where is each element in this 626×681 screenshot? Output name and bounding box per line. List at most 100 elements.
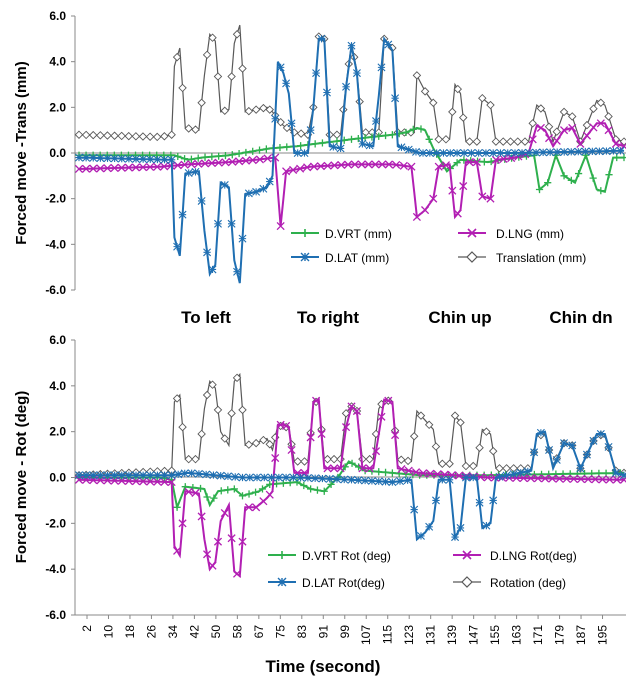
data-point: [364, 160, 373, 169]
data-point: [282, 123, 292, 133]
data-point: [238, 64, 247, 73]
data-point: [160, 471, 169, 480]
data-point: [411, 468, 421, 477]
y-tick-label: 2.0: [49, 425, 66, 439]
data-point: [511, 149, 519, 157]
data-point: [396, 455, 406, 464]
x-axis-title: Time (second): [266, 657, 381, 676]
translation-chart: -6.0 -4.0 -2.0 0.0 2.0 4.0 6.0 Forced move -Tr…: [13, 9, 626, 297]
data-point: [201, 153, 209, 161]
data-point: [327, 480, 335, 488]
x-tick-label: 10: [101, 625, 115, 639]
data-point: [208, 380, 217, 389]
data-point: [300, 149, 309, 157]
data-point: [117, 154, 126, 163]
data-point: [227, 534, 236, 543]
data-point: [488, 446, 498, 456]
data-point: [202, 390, 212, 400]
data-point: [220, 106, 230, 115]
y-tick-label: 6.0: [49, 9, 66, 23]
x-tick-label: 50: [209, 625, 223, 639]
data-point: [191, 167, 200, 176]
data-point: [544, 122, 554, 131]
data-point: [167, 130, 176, 139]
data-point: [214, 158, 223, 167]
data-point: [146, 151, 154, 159]
data-point: [300, 457, 309, 466]
data-point: [419, 469, 428, 478]
legend-label: D.VRT Rot (deg): [302, 549, 391, 563]
data-point: [596, 429, 605, 438]
data-point: [354, 134, 362, 143]
data-point: [502, 471, 511, 480]
legend-item-lat-rot: D.LAT Rot(deg): [268, 576, 385, 590]
data-point: [417, 125, 425, 133]
data-point: [197, 512, 206, 521]
data-point: [209, 471, 218, 480]
data-point: [271, 453, 280, 463]
data-point: [460, 156, 468, 164]
data-point: [213, 405, 223, 415]
data-point: [429, 98, 438, 108]
data-point: [313, 486, 322, 494]
data-point: [350, 160, 359, 169]
data-point: [293, 149, 302, 157]
data-point: [117, 131, 126, 141]
data-point: [438, 459, 447, 468]
data-point: [489, 496, 498, 505]
data-point: [553, 148, 562, 157]
data-point: [342, 82, 351, 91]
data-point: [357, 160, 366, 169]
data-point: [399, 161, 408, 170]
data-point: [574, 169, 583, 178]
data-point: [445, 459, 454, 468]
data-point: [391, 94, 400, 103]
data-point: [532, 148, 541, 157]
data-point: [491, 155, 500, 164]
data-point: [323, 464, 332, 473]
data-point: [153, 151, 161, 159]
data-point: [187, 160, 196, 169]
data-point: [153, 477, 162, 486]
data-point: [178, 422, 187, 432]
data-point: [160, 162, 169, 171]
data-point: [322, 88, 331, 97]
data-point: [96, 471, 105, 480]
data-point: [271, 114, 280, 123]
data-point: [303, 473, 312, 482]
data-point: [453, 159, 461, 167]
data-point: [612, 475, 621, 484]
data-point: [523, 467, 532, 476]
data-point: [202, 470, 211, 479]
series-lat: [75, 34, 625, 284]
data-point: [124, 131, 133, 141]
data-point: [232, 373, 242, 383]
data-point: [340, 475, 349, 484]
y-tick-label: 2.0: [49, 100, 66, 114]
y-tick-label: -4.0: [45, 562, 66, 576]
data-point: [329, 454, 339, 464]
data-point: [282, 473, 291, 482]
data-point: [167, 471, 176, 480]
data-point: [296, 164, 305, 173]
data-point: [146, 162, 155, 172]
data-point: [458, 113, 468, 122]
data-point: [602, 147, 611, 156]
data-point: [131, 132, 141, 141]
data-point: [283, 143, 291, 151]
data-point: [289, 473, 298, 482]
data-point: [495, 472, 504, 481]
data-point: [110, 163, 119, 173]
data-point: [330, 464, 339, 473]
data-point: [138, 151, 147, 159]
data-point: [397, 143, 406, 152]
data-point: [238, 405, 247, 415]
data-point: [138, 163, 148, 172]
data-point: [416, 531, 425, 540]
data-point: [536, 428, 545, 437]
data-point: [124, 154, 133, 163]
data-point: [567, 176, 575, 184]
data-point: [227, 72, 236, 81]
data-point: [167, 151, 175, 159]
data-point: [300, 468, 309, 477]
